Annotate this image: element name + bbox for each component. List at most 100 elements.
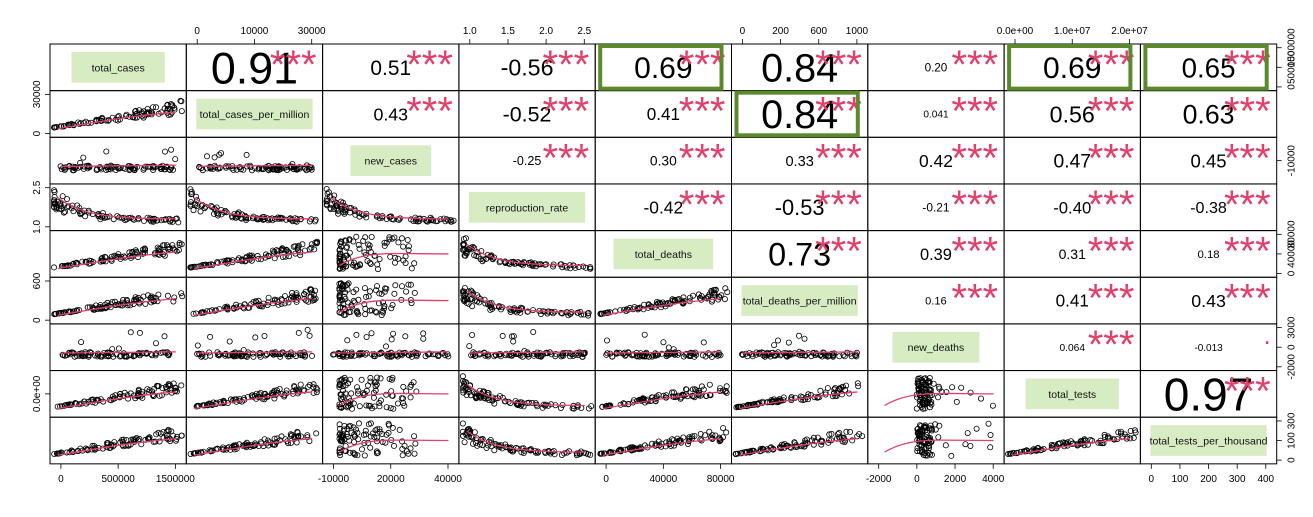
scatter-point [113, 351, 120, 358]
correlation-value: 0.65 [1182, 52, 1236, 83]
scatter-point [155, 429, 162, 436]
axis-tick-label: 0 [1287, 457, 1298, 463]
correlation-cell-r1-c9: 0.65*** [1143, 43, 1271, 91]
smooth-line [339, 439, 449, 453]
axis-tick-label: 0 [32, 130, 43, 136]
scatter-point [1099, 440, 1106, 447]
scatter-point [336, 297, 343, 304]
scatter-panel-r9-c4 [459, 420, 594, 459]
scatter-point [411, 450, 418, 457]
scatter-point [399, 452, 406, 459]
scatter-point [353, 331, 360, 338]
scatter-point [53, 124, 60, 131]
scatter-point [253, 390, 260, 397]
axis-tick-label: 0 [1287, 344, 1298, 350]
correlation-cell-r2-c5: 0.41*** [647, 90, 726, 134]
scatter-point [304, 432, 311, 439]
scatter-point [164, 292, 171, 299]
scatter-point [987, 431, 994, 438]
scatter-point [207, 333, 214, 340]
scatter-point [733, 404, 740, 411]
scatter-point [507, 400, 514, 407]
scatter-point [249, 350, 256, 357]
scatter-point [388, 376, 395, 383]
scatter-panel-r7-c4 [466, 328, 588, 360]
scatter-point [248, 252, 255, 259]
smooth-line [884, 392, 994, 407]
scatter-point [826, 352, 833, 359]
correlation-cell-r5-c6: 0.73*** [768, 230, 862, 274]
scatter-point [339, 438, 346, 445]
scatter-point [379, 299, 386, 306]
axis-tick-label: 30000 [298, 26, 326, 37]
scatter-point [928, 426, 935, 433]
scatter-panel-r7-c2 [194, 326, 315, 360]
scatter-point [129, 248, 136, 255]
scatter-point [381, 239, 388, 246]
scatter-point [1101, 431, 1108, 438]
scatter-point [390, 405, 397, 412]
scatter-point [840, 435, 847, 442]
scatter-panel-r8-c1 [54, 380, 185, 410]
scatter-point [174, 433, 181, 440]
scatter-point [273, 247, 280, 254]
scatter-point [924, 432, 931, 439]
scatter-point [398, 235, 405, 242]
scatter-point [230, 353, 237, 360]
scatter-point [144, 386, 151, 393]
scatter-point [71, 353, 78, 360]
scatter-point [216, 151, 223, 158]
scatter-point [796, 332, 803, 339]
smooth-line [605, 351, 722, 354]
scatter-point [637, 397, 644, 404]
scatter-point [389, 424, 396, 431]
smooth-line [60, 164, 176, 168]
scatter-point [355, 241, 362, 248]
diagonal-label-total-deaths-per-million: total_deaths_per_million [741, 285, 858, 316]
scatter-point [53, 204, 60, 211]
scatter-panel-r8-c3 [336, 374, 449, 412]
scatter-point [404, 236, 411, 243]
scatter-point [836, 353, 843, 360]
scatter-point [915, 425, 922, 432]
scatter-panel-r3-c1 [57, 146, 179, 174]
axis-tick-label: 40000 [1287, 240, 1298, 268]
smooth-line [196, 351, 313, 354]
scatter-point [477, 394, 484, 401]
scatter-point [529, 399, 536, 406]
scatter-point [461, 439, 468, 446]
scatter-point [283, 216, 290, 223]
scatter-point [370, 389, 377, 396]
scatter-point [558, 353, 565, 360]
scatter-point [641, 301, 648, 308]
scatter-point [222, 351, 229, 358]
scatter-point [336, 285, 343, 292]
scatter-point [190, 310, 197, 317]
significance-stars: *** [542, 90, 589, 134]
scatter-point [499, 332, 506, 339]
scatter-point [708, 353, 715, 360]
scatter-point [323, 185, 330, 192]
scatter-point [372, 308, 379, 315]
scatter-point [361, 452, 368, 459]
scatter-point [913, 405, 920, 412]
correlation-cell-r2-c3: 0.43*** [373, 90, 452, 134]
scatter-point [282, 164, 289, 171]
scatter-point [1105, 433, 1112, 440]
smooth-line [57, 111, 176, 130]
scatter-point [207, 352, 214, 359]
scatter-point [839, 391, 846, 398]
axis-tick-label: 0.0e+00 [997, 26, 1034, 37]
scatter-point [653, 298, 660, 305]
scatter-point [385, 420, 392, 427]
scatter-point [948, 452, 955, 459]
scatter-point [465, 246, 472, 253]
significance-stars: *** [679, 90, 726, 134]
smooth-line [193, 197, 313, 220]
scatter-point [350, 424, 357, 431]
scatter-point [923, 444, 930, 451]
scatter-panel-r4-c2 [187, 186, 319, 225]
scatter-point [407, 216, 414, 223]
scatter-point [363, 333, 370, 340]
scatter-point [291, 435, 298, 442]
